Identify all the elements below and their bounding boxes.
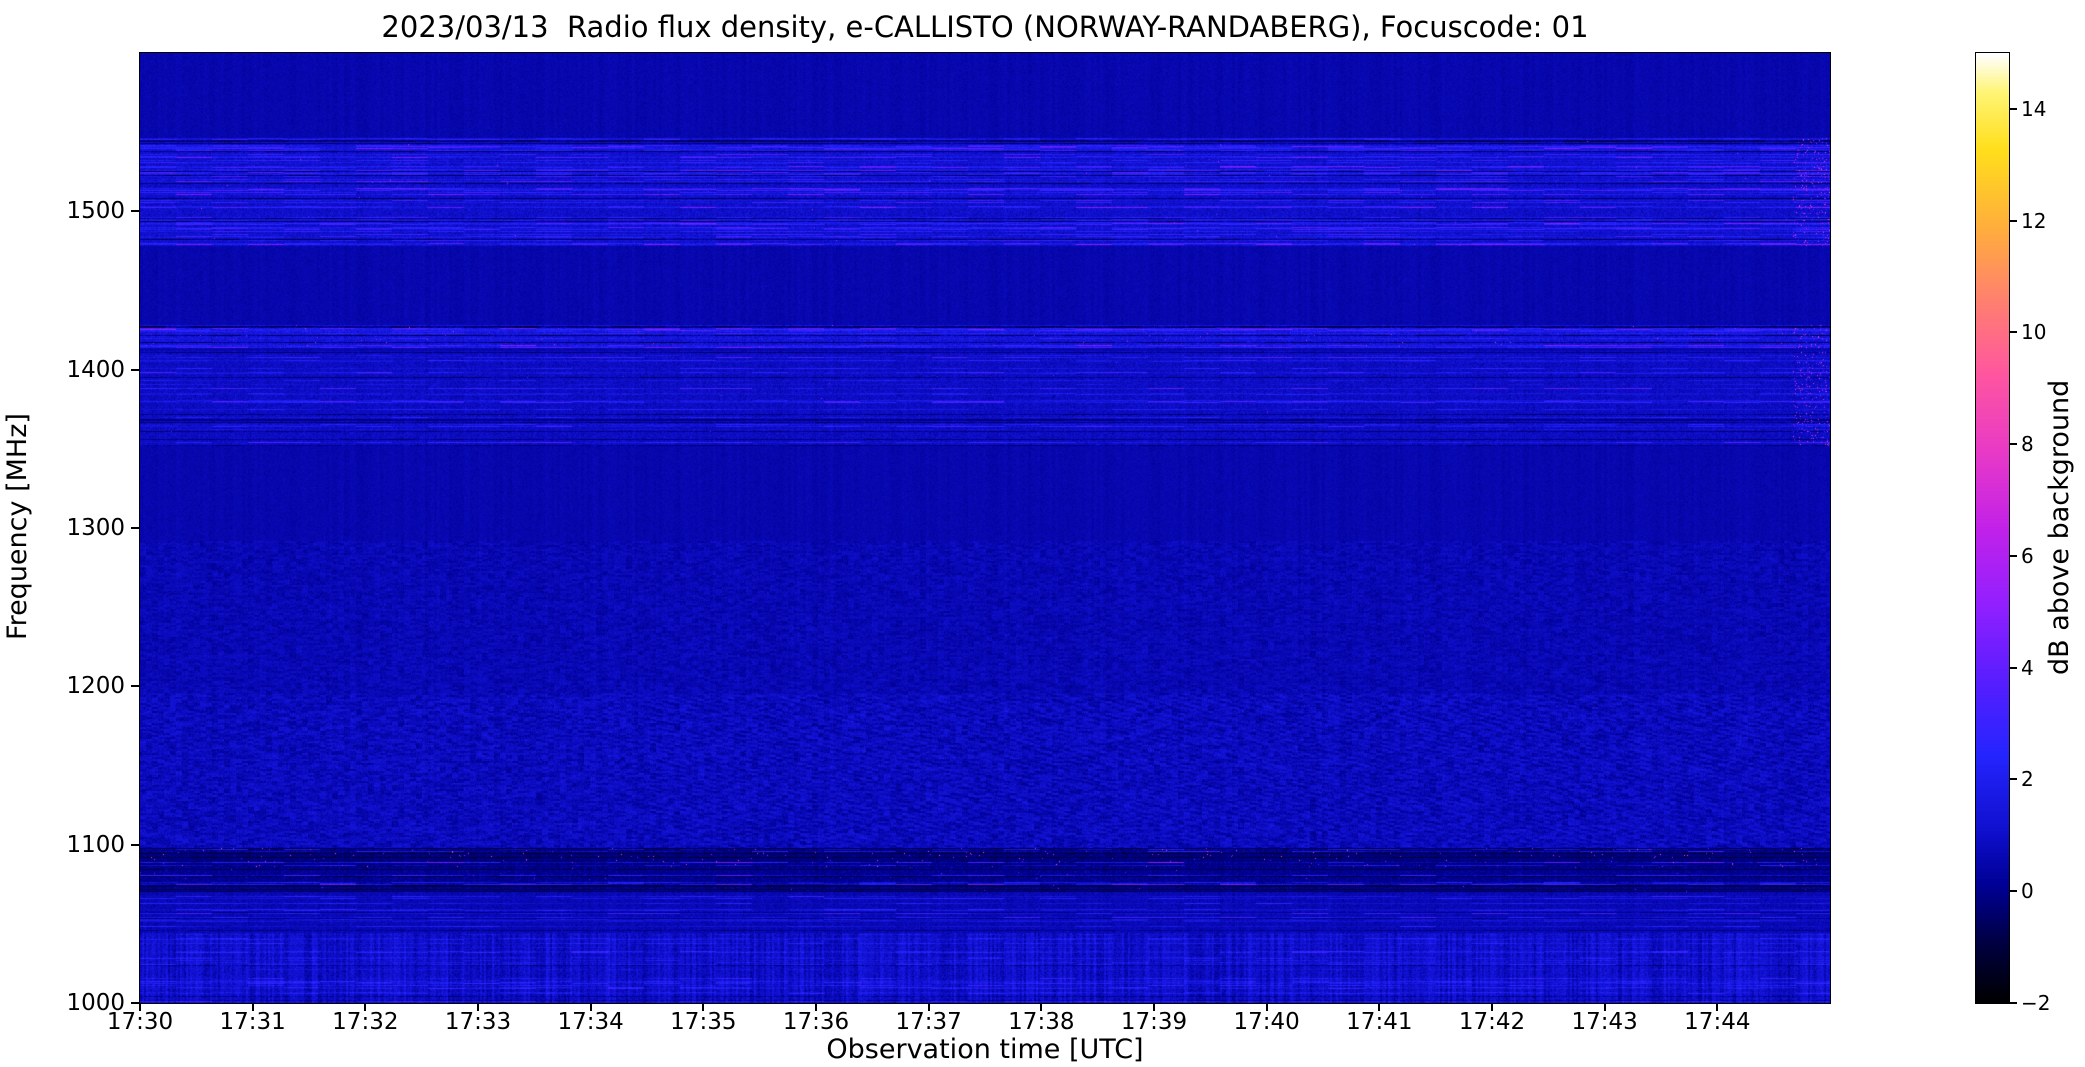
y-tick-label: 1100 <box>66 831 125 858</box>
x-tick-mark <box>1153 1004 1155 1011</box>
x-tick-mark <box>1378 1004 1381 1011</box>
y-tick-mark <box>131 843 139 846</box>
x-tick-label: 17:43 <box>1571 1009 1638 1035</box>
y-tick-mark <box>131 368 139 371</box>
colorbar <box>1975 52 2010 1004</box>
y-tick-label: 1000 <box>66 990 125 1016</box>
x-tick-label: 17:34 <box>557 1009 624 1035</box>
x-tick-label: 17:37 <box>895 1009 962 1035</box>
colorbar-tick-label: 6 <box>2021 543 2034 568</box>
x-tick-label: 17:40 <box>1233 1009 1300 1035</box>
colorbar-canvas <box>1976 53 2009 1003</box>
x-tick-label: 17:32 <box>332 1009 399 1035</box>
x-tick-label: 17:38 <box>1008 1009 1075 1035</box>
x-tick-mark <box>589 1004 592 1011</box>
colorbar-tick-label: 8 <box>2021 432 2034 457</box>
x-tick-label: 17:42 <box>1458 1009 1526 1035</box>
x-tick-mark <box>702 1004 705 1011</box>
x-tick-mark <box>1040 1004 1043 1011</box>
x-tick-label: 17:33 <box>444 1009 512 1035</box>
colorbar-tick-mark <box>2010 219 2017 222</box>
y-tick-mark <box>131 685 139 688</box>
colorbar-tick-mark <box>2010 778 2017 781</box>
colorbar-tick-mark <box>2010 554 2017 557</box>
y-tick-label: 1500 <box>66 198 125 225</box>
y-tick-label: 1200 <box>66 673 125 700</box>
y-tick-label: 1400 <box>66 356 125 383</box>
x-tick-mark <box>1603 1004 1606 1011</box>
x-tick-mark <box>927 1004 930 1011</box>
plot-area <box>139 52 1831 1004</box>
y-tick-label: 1300 <box>66 515 125 541</box>
x-tick-label: 17:39 <box>1120 1009 1188 1035</box>
x-tick-label: 17:35 <box>670 1009 737 1035</box>
y-tick-mark <box>131 210 139 213</box>
x-tick-label: 17:31 <box>219 1009 286 1035</box>
x-tick-mark <box>139 1004 141 1011</box>
colorbar-tick-label: 14 <box>2021 96 2047 121</box>
colorbar-tick-label: 4 <box>2021 655 2034 680</box>
x-tick-label: 17:36 <box>782 1009 850 1035</box>
x-tick-mark <box>1491 1004 1493 1011</box>
x-axis-label: Observation time [UTC] <box>826 1034 1144 1065</box>
colorbar-tick-mark <box>2010 331 2017 334</box>
spectrogram-canvas <box>140 53 1830 1003</box>
colorbar-label: dB above background <box>2044 379 2075 675</box>
y-tick-mark <box>131 1002 139 1004</box>
x-tick-label: 17:30 <box>106 1009 174 1035</box>
x-tick-mark <box>364 1004 367 1011</box>
colorbar-tick-mark <box>2010 890 2017 893</box>
colorbar-tick-label: 12 <box>2021 208 2047 233</box>
y-tick-mark <box>131 527 139 529</box>
chart-title: 2023/03/13 Radio flux density, e-CALLIST… <box>381 10 1589 44</box>
x-tick-mark <box>251 1004 254 1011</box>
colorbar-tick-label: 0 <box>2021 879 2034 904</box>
colorbar-tick-mark <box>2010 443 2017 446</box>
x-tick-mark <box>1265 1004 1268 1011</box>
colorbar-tick-mark <box>2010 1002 2017 1004</box>
colorbar-tick-label: 10 <box>2021 320 2047 345</box>
colorbar-tick-label: 2 <box>2021 767 2034 792</box>
x-tick-label: 17:44 <box>1684 1009 1751 1035</box>
colorbar-tick-mark <box>2010 107 2017 110</box>
x-tick-mark <box>1716 1004 1719 1011</box>
x-tick-mark <box>815 1004 817 1011</box>
colorbar-tick-mark <box>2010 666 2017 669</box>
x-tick-mark <box>477 1004 479 1011</box>
x-tick-label: 17:41 <box>1346 1009 1413 1035</box>
colorbar-tick-label: −2 <box>2021 991 2051 1015</box>
